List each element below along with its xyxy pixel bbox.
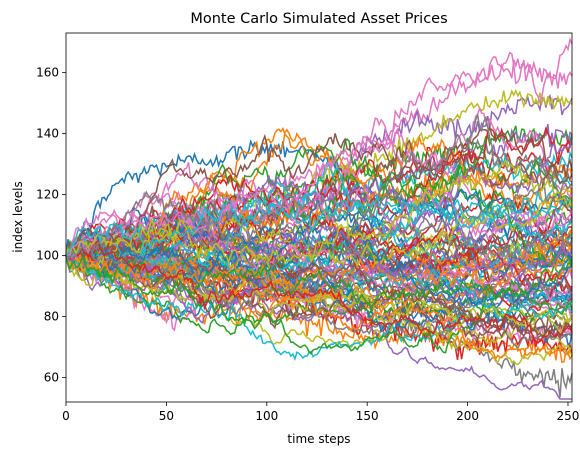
- series-line: [65, 239, 573, 344]
- series-line: [65, 161, 573, 266]
- series-line: [65, 255, 573, 316]
- y-tick-label: 60: [44, 371, 59, 385]
- x-tick-label: 0: [62, 409, 70, 423]
- series-line: [65, 225, 573, 307]
- series-line: [65, 254, 573, 361]
- chart-title: Monte Carlo Simulated Asset Prices: [190, 11, 447, 27]
- x-axis-ticks: 0 50 100 150 200 250: [62, 402, 579, 423]
- series-line: [65, 253, 573, 362]
- y-axis-ticks: 60 80 100 120 140 160: [36, 66, 66, 385]
- x-tick-label: 250: [557, 409, 580, 423]
- y-tick-label: 120: [36, 188, 59, 202]
- x-axis-label: time steps: [287, 432, 350, 446]
- x-tick-label: 100: [255, 409, 278, 423]
- y-tick-label: 100: [36, 249, 59, 263]
- series-lines: [65, 37, 573, 400]
- plot-frame: [65, 32, 573, 403]
- series-line: [65, 158, 573, 265]
- y-axis-label: index levels: [11, 181, 25, 252]
- x-tick-label: 50: [159, 409, 174, 423]
- series-line: [65, 162, 573, 257]
- x-tick-label: 150: [356, 409, 379, 423]
- series-line: [65, 250, 573, 297]
- y-tick-label: 160: [36, 66, 59, 80]
- y-tick-label: 80: [44, 310, 59, 324]
- y-tick-label: 140: [36, 127, 59, 141]
- series-line: [65, 188, 573, 279]
- series-line: [65, 193, 573, 257]
- x-tick-label: 200: [456, 409, 479, 423]
- series-line: [65, 209, 573, 281]
